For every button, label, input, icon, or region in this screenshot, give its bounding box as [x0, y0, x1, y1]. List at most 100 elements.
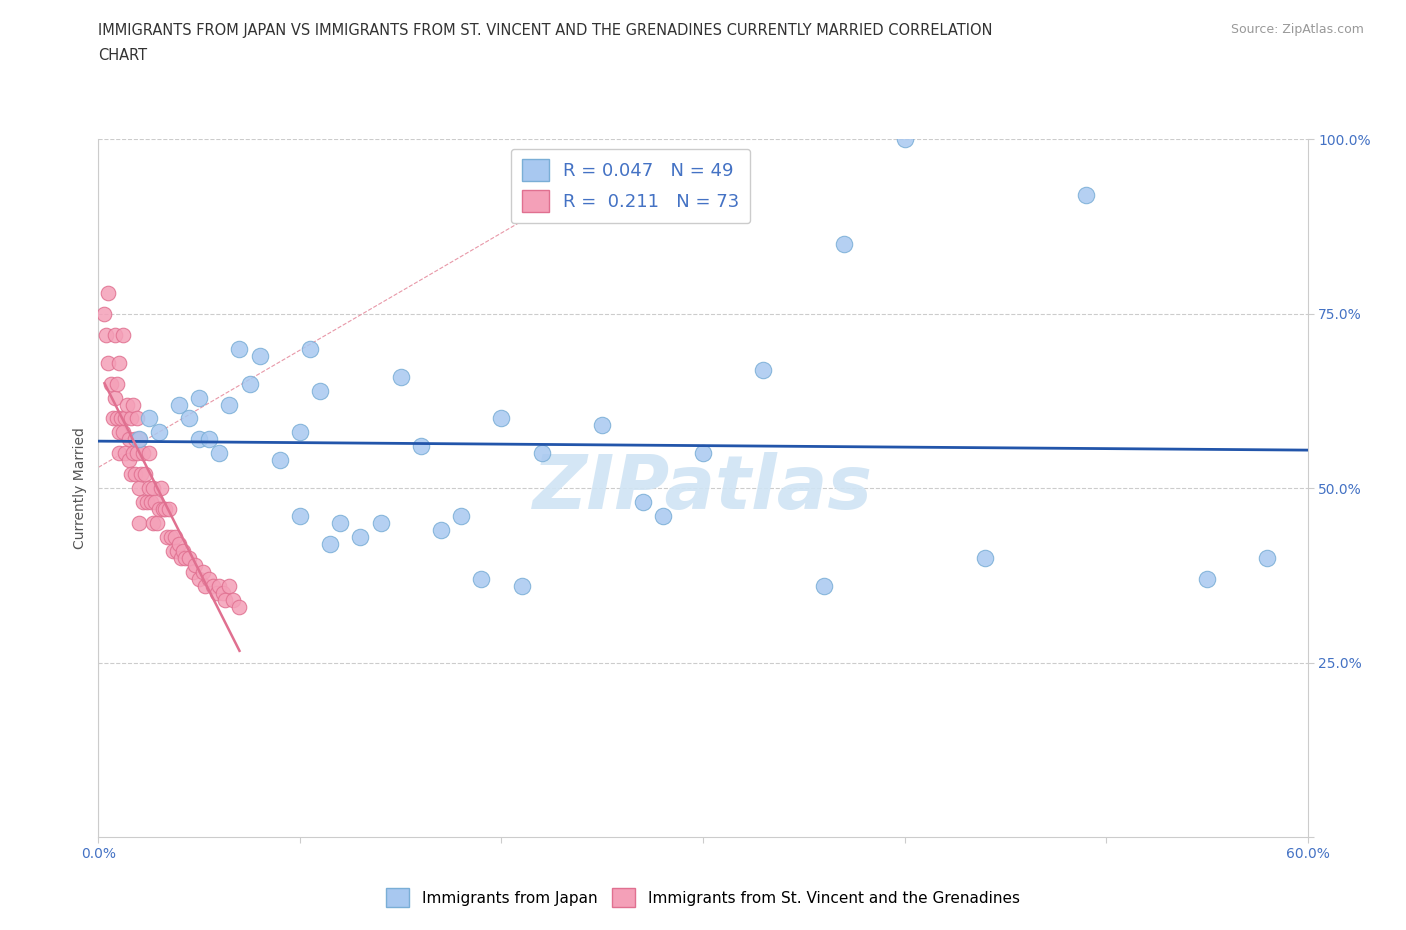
Point — [202, 578, 225, 593]
Point — [319, 537, 342, 551]
Point — [97, 355, 120, 370]
Point — [162, 543, 184, 558]
Point — [166, 543, 188, 558]
Point — [148, 502, 170, 517]
Point — [128, 515, 150, 530]
Point — [135, 495, 157, 510]
Point — [125, 411, 148, 426]
Point — [430, 523, 453, 538]
Point — [188, 391, 211, 405]
Point — [651, 509, 673, 524]
Point — [103, 327, 125, 342]
Point — [128, 432, 150, 447]
Point — [222, 592, 245, 607]
Point — [893, 132, 915, 147]
Point — [491, 411, 513, 426]
Point — [138, 445, 160, 460]
Point — [409, 439, 432, 454]
Point — [148, 425, 170, 440]
Point — [198, 571, 221, 587]
Legend: R = 0.047   N = 49, R =  0.211   N = 73: R = 0.047 N = 49, R = 0.211 N = 73 — [510, 149, 751, 223]
Point — [249, 349, 271, 364]
Point — [530, 445, 553, 460]
Point — [152, 502, 174, 517]
Point — [111, 425, 134, 440]
Point — [177, 411, 201, 426]
Point — [470, 571, 492, 587]
Point — [114, 445, 136, 460]
Point — [208, 578, 231, 593]
Point — [194, 578, 217, 593]
Point — [100, 376, 122, 391]
Point — [118, 432, 141, 447]
Point — [120, 411, 142, 426]
Point — [974, 551, 997, 565]
Point — [1074, 188, 1097, 203]
Point — [121, 445, 143, 460]
Point — [177, 551, 201, 565]
Point — [184, 558, 207, 573]
Point — [174, 551, 197, 565]
Point — [139, 495, 162, 510]
Point — [309, 383, 332, 398]
Point — [138, 411, 160, 426]
Point — [752, 362, 775, 378]
Point — [172, 543, 194, 558]
Point — [105, 376, 128, 391]
Point — [218, 397, 240, 412]
Point — [167, 397, 190, 412]
Point — [134, 467, 156, 482]
Point — [188, 432, 211, 447]
Point — [128, 432, 150, 447]
Point — [288, 425, 311, 440]
Point — [591, 418, 613, 433]
Point — [129, 467, 152, 482]
Text: Source: ZipAtlas.com: Source: ZipAtlas.com — [1230, 23, 1364, 36]
Point — [218, 578, 240, 593]
Point — [96, 327, 118, 342]
Point — [142, 481, 165, 496]
Point — [125, 445, 148, 460]
Y-axis label: Currently Married: Currently Married — [73, 427, 87, 550]
Point — [142, 515, 165, 530]
Point — [118, 453, 141, 468]
Point — [124, 467, 146, 482]
Point — [111, 327, 134, 342]
Point — [450, 509, 472, 524]
Point — [510, 578, 533, 593]
Point — [143, 495, 166, 510]
Point — [692, 445, 714, 460]
Point — [132, 445, 155, 460]
Point — [160, 530, 183, 545]
Point — [132, 495, 155, 510]
Point — [103, 391, 125, 405]
Text: CHART: CHART — [98, 48, 148, 63]
Point — [115, 397, 138, 412]
Point — [188, 571, 211, 587]
Point — [107, 355, 129, 370]
Point — [193, 565, 215, 579]
Point — [156, 530, 179, 545]
Point — [146, 515, 169, 530]
Point — [207, 586, 229, 601]
Point — [228, 600, 250, 615]
Point — [208, 445, 231, 460]
Point — [120, 467, 142, 482]
Point — [214, 592, 236, 607]
Point — [329, 515, 352, 530]
Point — [269, 453, 291, 468]
Point — [101, 411, 124, 426]
Point — [813, 578, 835, 593]
Point — [105, 411, 128, 426]
Point — [299, 341, 322, 356]
Point — [1256, 551, 1278, 565]
Point — [163, 530, 186, 545]
Text: IMMIGRANTS FROM JAPAN VS IMMIGRANTS FROM ST. VINCENT AND THE GRENADINES CURRENTL: IMMIGRANTS FROM JAPAN VS IMMIGRANTS FROM… — [98, 23, 993, 38]
Point — [389, 369, 412, 384]
Point — [107, 425, 129, 440]
Point — [170, 551, 193, 565]
Point — [370, 515, 392, 530]
Point — [110, 411, 132, 426]
Point — [349, 530, 371, 545]
Point — [124, 432, 146, 447]
